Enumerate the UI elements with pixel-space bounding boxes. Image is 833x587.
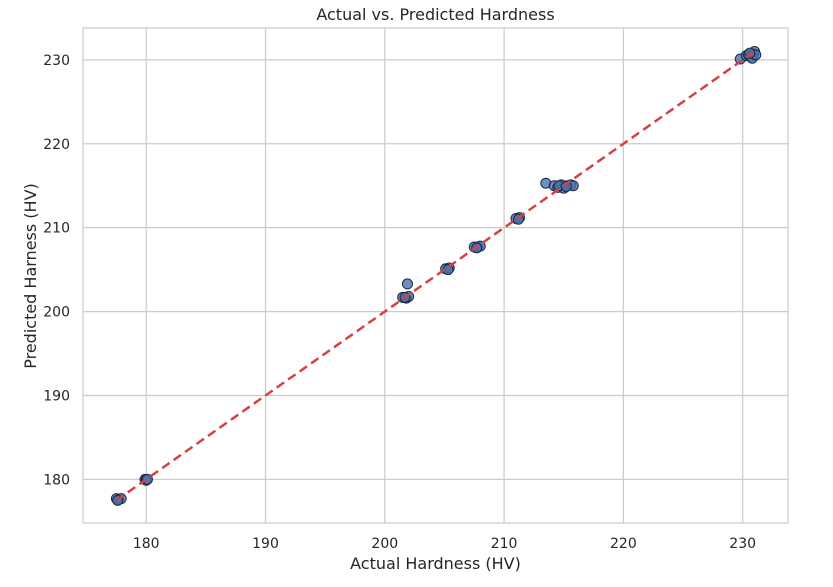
y-tick-label: 190 xyxy=(43,388,70,404)
data-point xyxy=(401,278,413,290)
y-tick-label: 180 xyxy=(43,472,70,488)
grid xyxy=(83,28,788,523)
y-tick-label: 230 xyxy=(43,53,70,69)
x-tick-label: 220 xyxy=(610,536,637,552)
x-tick-label: 180 xyxy=(133,536,160,552)
y-tick-label: 210 xyxy=(43,221,70,237)
x-tick-label: 200 xyxy=(371,536,398,552)
plot-frame xyxy=(82,27,789,524)
y-axis-title: Predicted Harness (HV) xyxy=(21,183,40,369)
x-tick-label: 210 xyxy=(491,536,518,552)
data-point xyxy=(560,181,572,193)
y-tick-label: 220 xyxy=(43,137,70,153)
chart-title: Actual vs. Predicted Hardness xyxy=(316,5,554,24)
data-point xyxy=(141,473,153,485)
x-axis-title: Actual Hardness (HV) xyxy=(350,554,521,573)
tick-labels: 180 190 200 210 220 230 180 190 200 210 220 230 xyxy=(43,53,756,552)
x-tick-label: 190 xyxy=(252,536,279,552)
x-tick-label: 230 xyxy=(729,536,756,552)
reference-line xyxy=(115,49,757,502)
y-tick-label: 200 xyxy=(43,305,70,321)
